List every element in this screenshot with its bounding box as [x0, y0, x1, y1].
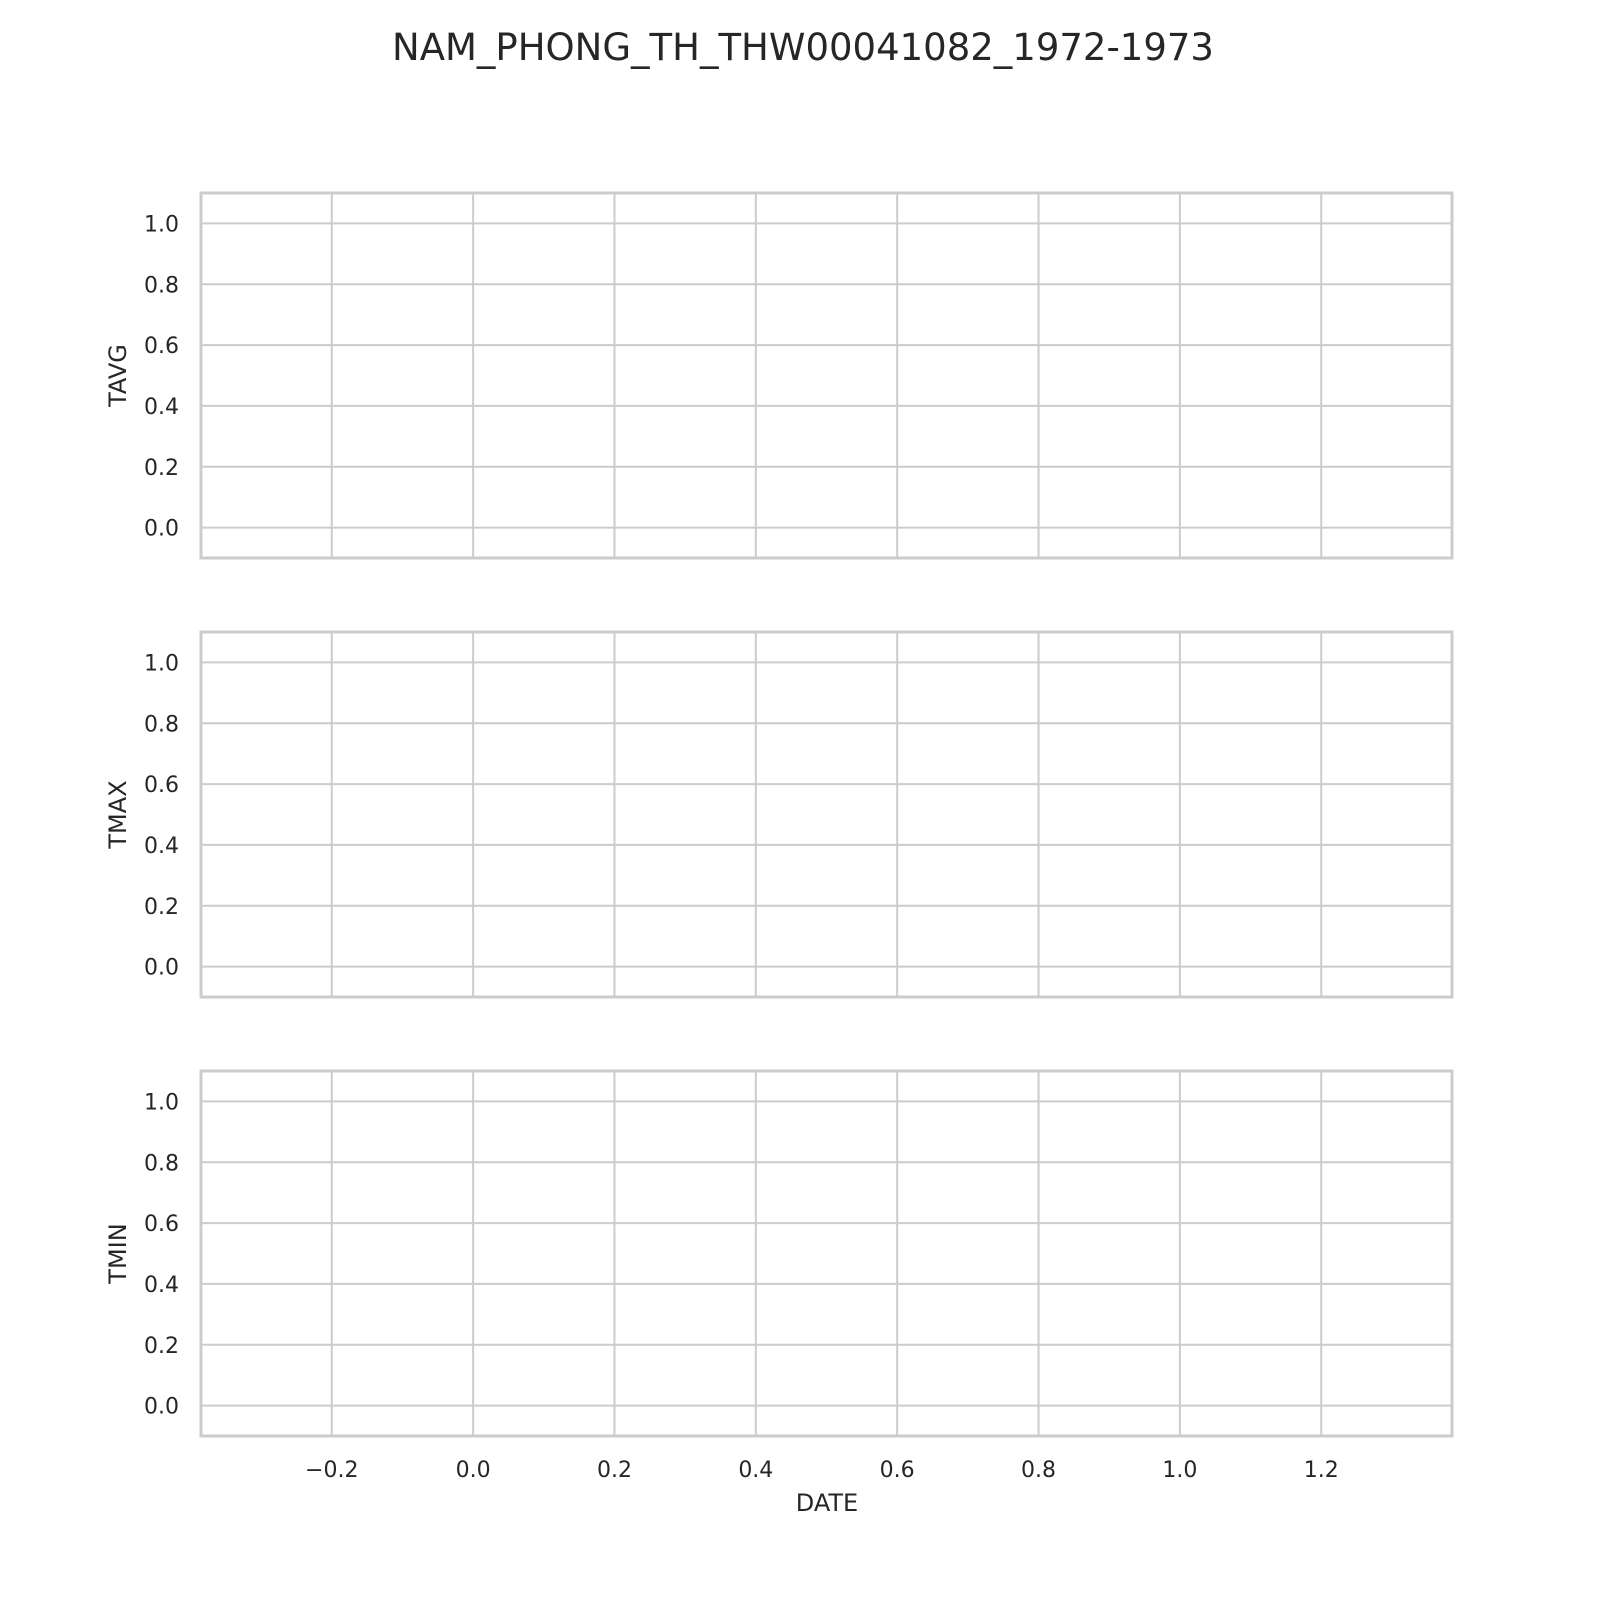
y-tick-label: 0.4	[144, 834, 179, 859]
y-tick-label: 1.0	[144, 1090, 179, 1115]
y-tick-label: 0.2	[144, 895, 179, 920]
y-tick-label: 0.2	[144, 456, 179, 481]
axes-frame	[199, 630, 1454, 999]
y-tick-label: 0.0	[144, 1395, 179, 1420]
subplot-tavg: 0.0 0.2 0.4 0.6 0.8 1.0 TAVG	[104, 191, 1454, 560]
y-tick-label: 0.6	[144, 773, 179, 798]
y-tick-label: 0.8	[144, 273, 179, 298]
y-tick-label: 0.0	[144, 517, 179, 542]
y-tick-label: 0.2	[144, 1334, 179, 1359]
x-tick-label: 1.0	[1162, 1458, 1197, 1483]
x-tick-label: 0.6	[880, 1458, 915, 1483]
x-tick-label: 0.2	[597, 1458, 632, 1483]
x-axis-label: DATE	[796, 1489, 858, 1517]
subplots-container: 0.0 0.2 0.4 0.6 0.8 1.0 TAVG 0.0 0.2 0.4 0.6 0.8 1.0…	[104, 191, 1454, 1483]
y-tick-label: 1.0	[144, 651, 179, 676]
subplot-tmax: 0.0 0.2 0.4 0.6 0.8 1.0 TMAX	[104, 630, 1454, 999]
x-tick-label: 0.8	[1021, 1458, 1056, 1483]
axes-frame	[199, 1069, 1454, 1438]
x-tick-label: −0.2	[305, 1458, 358, 1483]
chart-title: NAM_PHONG_TH_THW00041082_1972-1973	[392, 26, 1214, 69]
y-tick-label: 0.0	[144, 956, 179, 981]
y-tick-label: 0.4	[144, 395, 179, 420]
y-tick-label: 0.8	[144, 712, 179, 737]
y-axis-label-tmin: TMIN	[104, 1223, 132, 1284]
x-tick-label: 1.2	[1304, 1458, 1339, 1483]
subplot-tmin: 0.0 0.2 0.4 0.6 0.8 1.0 TMIN −0.2 0.0 0.2 0.4 0.6 0.…	[104, 1069, 1454, 1483]
x-tick-label: 0.0	[456, 1458, 491, 1483]
y-axis-label-tmax: TMAX	[104, 780, 132, 849]
y-tick-label: 0.6	[144, 334, 179, 359]
y-tick-label: 0.4	[144, 1273, 179, 1298]
y-tick-label: 0.8	[144, 1151, 179, 1176]
y-tick-label: 1.0	[144, 212, 179, 237]
axes-frame	[199, 191, 1454, 560]
y-axis-label-tavg: TAVG	[104, 344, 132, 408]
x-tick-label: 0.4	[738, 1458, 773, 1483]
y-tick-label: 0.6	[144, 1212, 179, 1237]
